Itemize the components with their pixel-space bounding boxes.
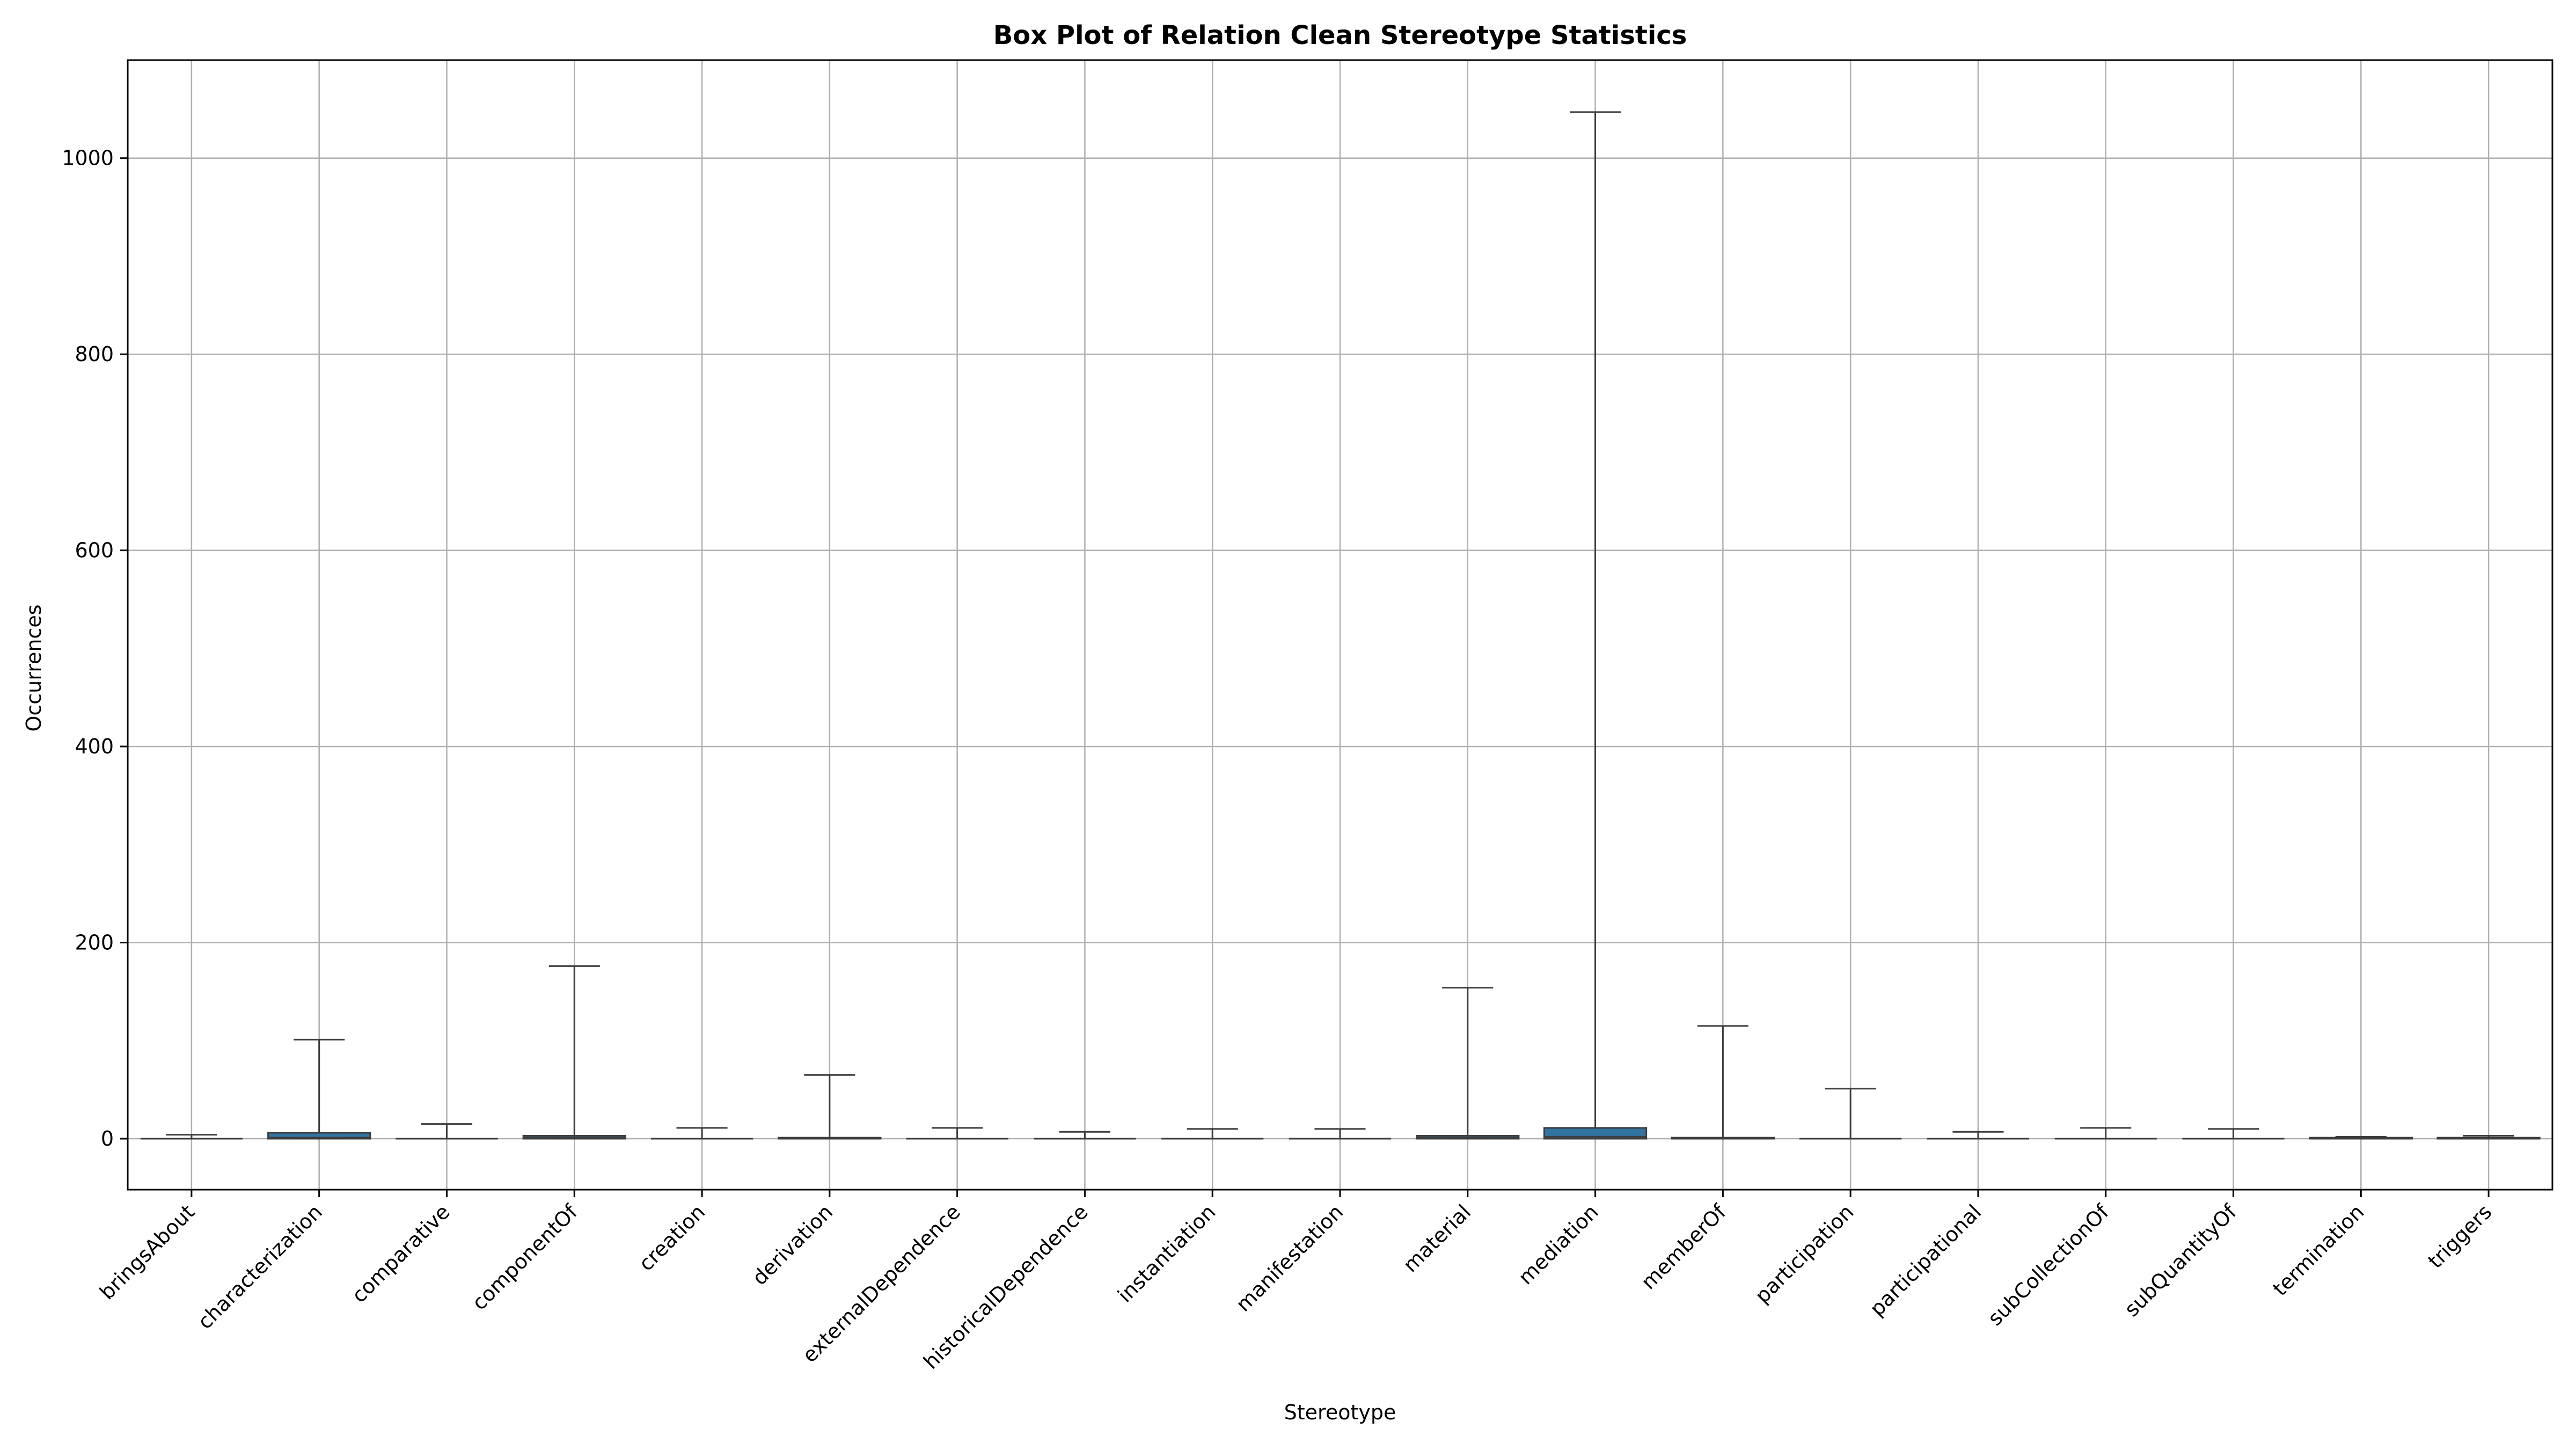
- box-creation: [650, 1127, 753, 1140]
- x-tick-label: derivation: [748, 1200, 837, 1289]
- box-subQuantityOf: [2182, 1128, 2285, 1140]
- y-tick-label: 0: [101, 1127, 114, 1150]
- box-subCollectionOf: [2054, 1127, 2157, 1140]
- y-tick-label: 600: [75, 539, 114, 562]
- x-tick-label: creation: [634, 1200, 710, 1276]
- box-instantiation: [1161, 1128, 1264, 1140]
- x-tick-label: characterization: [193, 1200, 327, 1333]
- box-mediation: [1543, 111, 1648, 1140]
- box-manifestation: [1289, 1128, 1392, 1140]
- box-termination: [2309, 1135, 2413, 1140]
- x-axis-label: Stereotype: [1284, 1401, 1396, 1424]
- box-characterization: [267, 1038, 371, 1140]
- box-externalDependence: [906, 1127, 1008, 1140]
- box-bringsAbout: [140, 1134, 243, 1140]
- x-tick-label: bringsAbout: [95, 1200, 199, 1304]
- x-tick-label: instantiation: [1113, 1200, 1220, 1307]
- box-layer: [140, 111, 2541, 1140]
- y-tick-label: 1000: [62, 146, 114, 170]
- box-participational: [1927, 1131, 2030, 1140]
- y-tick-label: 400: [75, 735, 114, 758]
- y-axis-label: Occurrences: [22, 604, 46, 731]
- box-triggers: [2436, 1135, 2541, 1140]
- box-participation: [1799, 1088, 1902, 1140]
- box-comparative: [396, 1123, 498, 1140]
- y-tick-label: 800: [75, 342, 114, 366]
- x-tick-label: participation: [1751, 1200, 1858, 1308]
- x-tick-label: manifestation: [1232, 1200, 1348, 1316]
- box-iqr: [267, 1132, 371, 1140]
- plot-frame: [127, 59, 2553, 1191]
- chart-title: Box Plot of Relation Clean Stereotype St…: [993, 20, 1687, 50]
- x-tick-label: componentOf: [467, 1199, 583, 1315]
- y-tick-label: 200: [75, 931, 114, 955]
- x-tick-label: comparative: [347, 1200, 455, 1307]
- x-tick-label: material: [1399, 1200, 1475, 1277]
- box-memberOf: [1671, 1025, 1775, 1140]
- x-tick-label: memberOf: [1636, 1199, 1731, 1294]
- box-componentOf: [522, 965, 626, 1140]
- box-derivation: [778, 1074, 882, 1140]
- grid-layer: [128, 60, 2552, 1190]
- x-tick-label: mediation: [1514, 1200, 1603, 1289]
- x-tick-label: subCollectionOf: [1983, 1199, 2114, 1330]
- x-tick-label: triggers: [2424, 1200, 2497, 1273]
- x-tick-label: subQuantityOf: [2120, 1199, 2242, 1321]
- x-tick-label: participational: [1865, 1200, 1986, 1321]
- x-tick-label: termination: [2268, 1200, 2368, 1300]
- box-historicalDependence: [1034, 1131, 1136, 1140]
- box-material: [1416, 987, 1520, 1140]
